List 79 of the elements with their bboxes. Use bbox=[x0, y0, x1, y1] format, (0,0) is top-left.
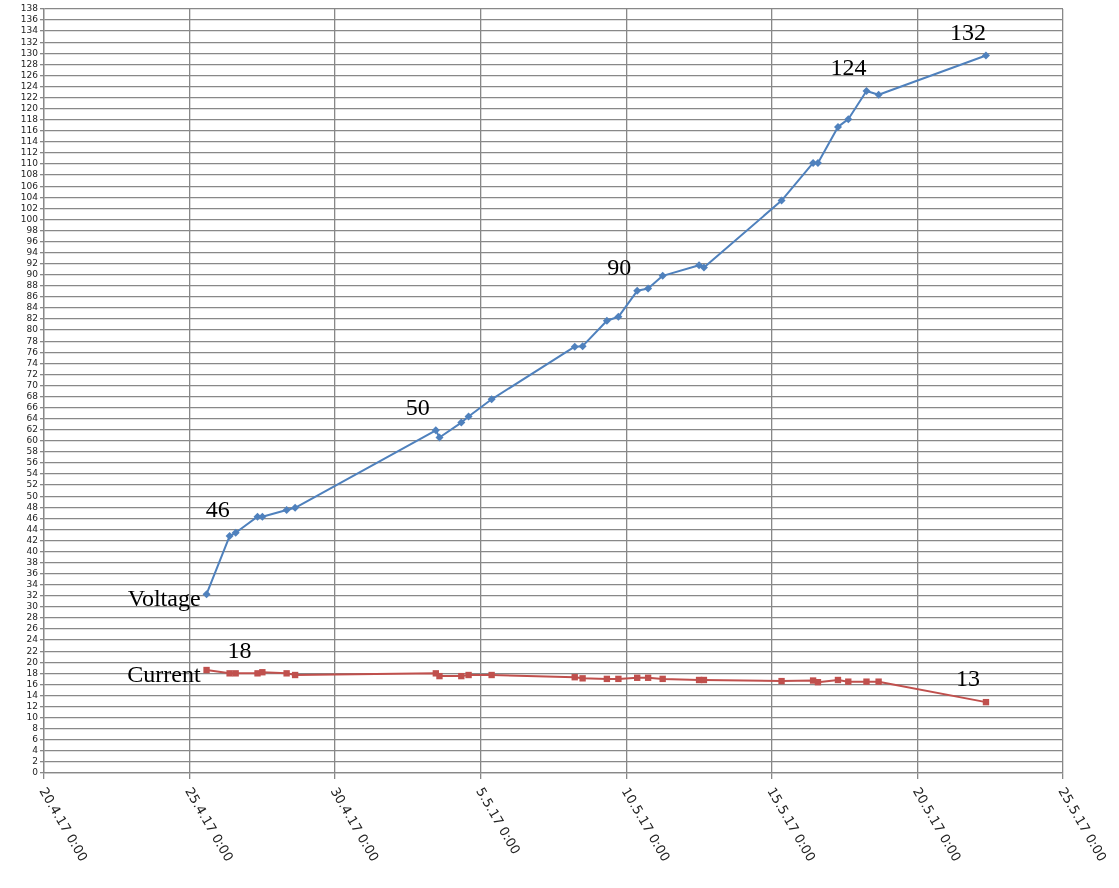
y-tick-label: 62 bbox=[26, 424, 38, 435]
y-tick-label: 8 bbox=[32, 723, 39, 734]
y-tick-label: 0 bbox=[32, 767, 39, 778]
y-tick-label: 52 bbox=[26, 479, 38, 490]
y-tick-label: 14 bbox=[26, 689, 39, 700]
y-tick-label: 80 bbox=[26, 324, 39, 335]
y-tick-label: 36 bbox=[26, 568, 39, 579]
series-label: Voltage bbox=[127, 585, 201, 612]
y-tick-label: 18 bbox=[26, 667, 39, 678]
y-tick-label: 78 bbox=[26, 335, 39, 346]
y-tick-label: 26 bbox=[26, 623, 39, 634]
y-tick-label: 102 bbox=[20, 202, 38, 213]
y-tick-label: 138 bbox=[20, 3, 39, 14]
annotation: 50 bbox=[405, 393, 430, 420]
y-tick-label: 112 bbox=[20, 147, 38, 158]
annotation: 46 bbox=[205, 496, 230, 523]
annotation: 132 bbox=[949, 18, 986, 45]
y-tick-label: 22 bbox=[26, 645, 38, 656]
y-tick-label: 94 bbox=[26, 246, 39, 257]
y-tick-label: 86 bbox=[26, 291, 39, 302]
y-tick-label: 30 bbox=[26, 601, 39, 612]
y-tick-label: 124 bbox=[20, 80, 39, 91]
y-tick-label: 126 bbox=[20, 69, 39, 80]
y-tick-label: 134 bbox=[20, 25, 39, 36]
y-tick-label: 72 bbox=[26, 368, 38, 379]
y-tick-label: 120 bbox=[20, 103, 39, 113]
y-tick-label: 108 bbox=[20, 169, 39, 180]
y-tick-label: 136 bbox=[20, 14, 39, 25]
y-tick-label: 132 bbox=[20, 36, 38, 47]
series-label: Current bbox=[127, 661, 201, 688]
y-tick-label: 110 bbox=[20, 158, 39, 169]
y-tick-label: 100 bbox=[20, 213, 39, 224]
annotation: 13 bbox=[955, 665, 980, 692]
y-tick-label: 24 bbox=[26, 634, 39, 645]
y-tick-label: 2 bbox=[32, 756, 38, 767]
y-tick-label: 90 bbox=[26, 269, 39, 280]
y-tick-label: 130 bbox=[20, 47, 39, 58]
y-tick-label: 98 bbox=[26, 224, 39, 235]
y-tick-label: 76 bbox=[26, 346, 39, 357]
y-tick-label: 60 bbox=[26, 435, 39, 446]
y-tick-label: 106 bbox=[20, 180, 39, 191]
y-tick-label: 40 bbox=[26, 545, 39, 556]
y-tick-label: 92 bbox=[26, 258, 38, 269]
y-tick-label: 66 bbox=[26, 401, 39, 412]
annotation: 18 bbox=[227, 636, 252, 663]
y-tick-label: 64 bbox=[26, 413, 39, 424]
y-tick-label: 88 bbox=[26, 280, 39, 291]
y-tick-label: 114 bbox=[20, 136, 39, 147]
y-tick-label: 68 bbox=[26, 390, 39, 401]
y-tick-label: 46 bbox=[26, 512, 39, 523]
y-tick-label: 12 bbox=[26, 700, 38, 711]
y-tick-label: 42 bbox=[26, 534, 38, 545]
y-tick-label: 82 bbox=[26, 313, 38, 324]
y-tick-label: 32 bbox=[26, 590, 38, 601]
y-tick-label: 48 bbox=[26, 501, 39, 512]
y-tick-label: 122 bbox=[20, 91, 38, 102]
y-tick-label: 118 bbox=[20, 114, 39, 125]
y-tick-label: 58 bbox=[26, 446, 39, 457]
y-tick-label: 116 bbox=[20, 125, 39, 136]
y-tick-label: 38 bbox=[26, 556, 39, 567]
y-tick-label: 10 bbox=[26, 711, 39, 722]
y-tick-label: 104 bbox=[20, 191, 39, 202]
y-tick-label: 28 bbox=[26, 612, 39, 623]
y-tick-label: 128 bbox=[20, 58, 39, 69]
y-tick-label: 56 bbox=[26, 457, 39, 468]
y-tick-label: 20 bbox=[26, 656, 39, 667]
y-tick-label: 96 bbox=[26, 235, 39, 246]
y-tick-label: 16 bbox=[26, 678, 39, 689]
annotation: 90 bbox=[607, 254, 632, 281]
y-tick-label: 50 bbox=[26, 490, 39, 501]
y-tick-label: 6 bbox=[32, 734, 39, 745]
y-tick-label: 4 bbox=[32, 745, 39, 756]
y-tick-label: 44 bbox=[26, 523, 39, 534]
y-tick-label: 54 bbox=[26, 468, 39, 479]
y-tick-label: 34 bbox=[26, 579, 39, 590]
annotation: 124 bbox=[830, 54, 867, 81]
y-tick-label: 70 bbox=[26, 379, 39, 390]
y-tick-label: 84 bbox=[26, 302, 39, 313]
y-tick-label: 74 bbox=[26, 357, 39, 368]
